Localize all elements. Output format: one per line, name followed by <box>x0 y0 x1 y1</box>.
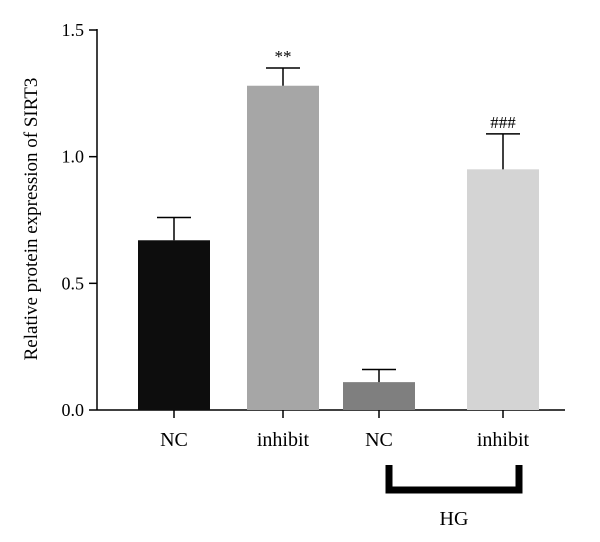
bar <box>247 85 319 410</box>
x-tick-label: inhibit <box>477 429 530 451</box>
annotations: ** ### <box>275 47 517 132</box>
bar <box>138 240 210 410</box>
x-tick-label: NC <box>160 429 188 451</box>
bars <box>138 85 539 410</box>
y-axis-label: Relative protein expression of SIRT3 <box>21 78 42 361</box>
y-tick-label: 1.5 <box>62 20 85 40</box>
group-bracket: HG <box>385 465 523 530</box>
bracket-line <box>385 465 523 494</box>
x-tick-labels: NC inhibit NC inhibit <box>160 429 529 451</box>
y-tick-label: 0.5 <box>62 273 85 293</box>
y-tick-label: 1.0 <box>62 147 85 167</box>
bar <box>467 169 539 410</box>
x-tick-label: inhibit <box>257 429 310 451</box>
x-tick-label: NC <box>365 429 393 451</box>
group-label: HG <box>440 508 469 530</box>
significance-label: ### <box>490 113 516 132</box>
significance-label: ** <box>275 47 292 66</box>
bar <box>343 382 415 410</box>
error-bars <box>157 67 520 383</box>
y-tick-label: 0.0 <box>62 400 85 420</box>
